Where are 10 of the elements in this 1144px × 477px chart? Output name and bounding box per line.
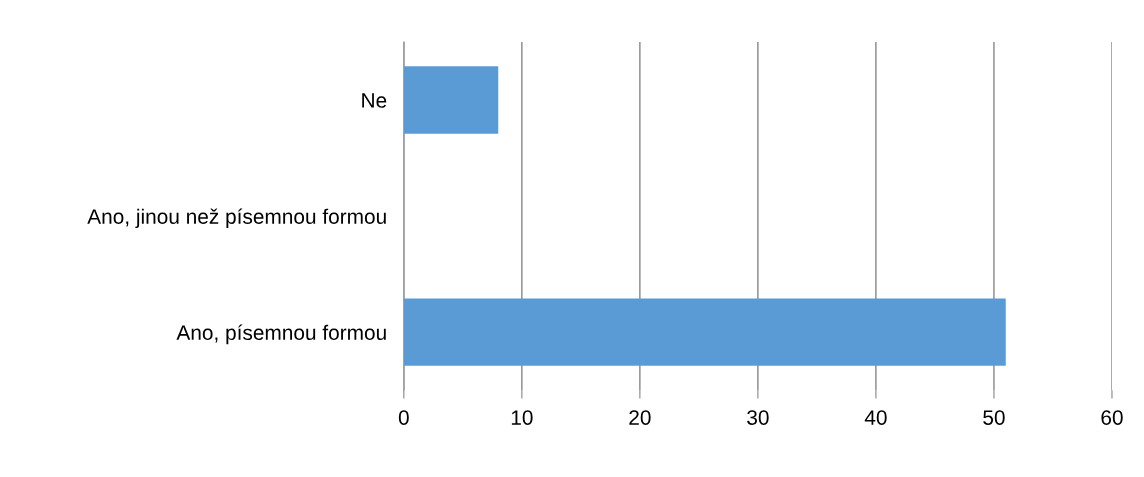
x-tick-label: 0 [398, 410, 409, 425]
y-tick-label: Ano, jinou než písemnou formou [87, 208, 386, 229]
x-tick-label: 20 [629, 410, 651, 425]
x-tick-label: 10 [511, 410, 533, 425]
y-tick-label: Ne [362, 93, 387, 108]
x-tick-label: 60 [1101, 410, 1123, 425]
x-tick-label: 50 [983, 410, 1005, 425]
x-tick-label: 40 [864, 410, 887, 425]
y-tick-label: Ano, písemnou formou [176, 324, 386, 345]
x-tick-label: 30 [747, 410, 769, 425]
